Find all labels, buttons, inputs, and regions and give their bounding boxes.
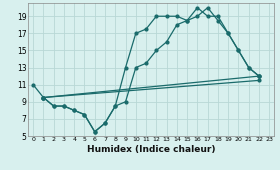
- X-axis label: Humidex (Indice chaleur): Humidex (Indice chaleur): [87, 145, 215, 154]
